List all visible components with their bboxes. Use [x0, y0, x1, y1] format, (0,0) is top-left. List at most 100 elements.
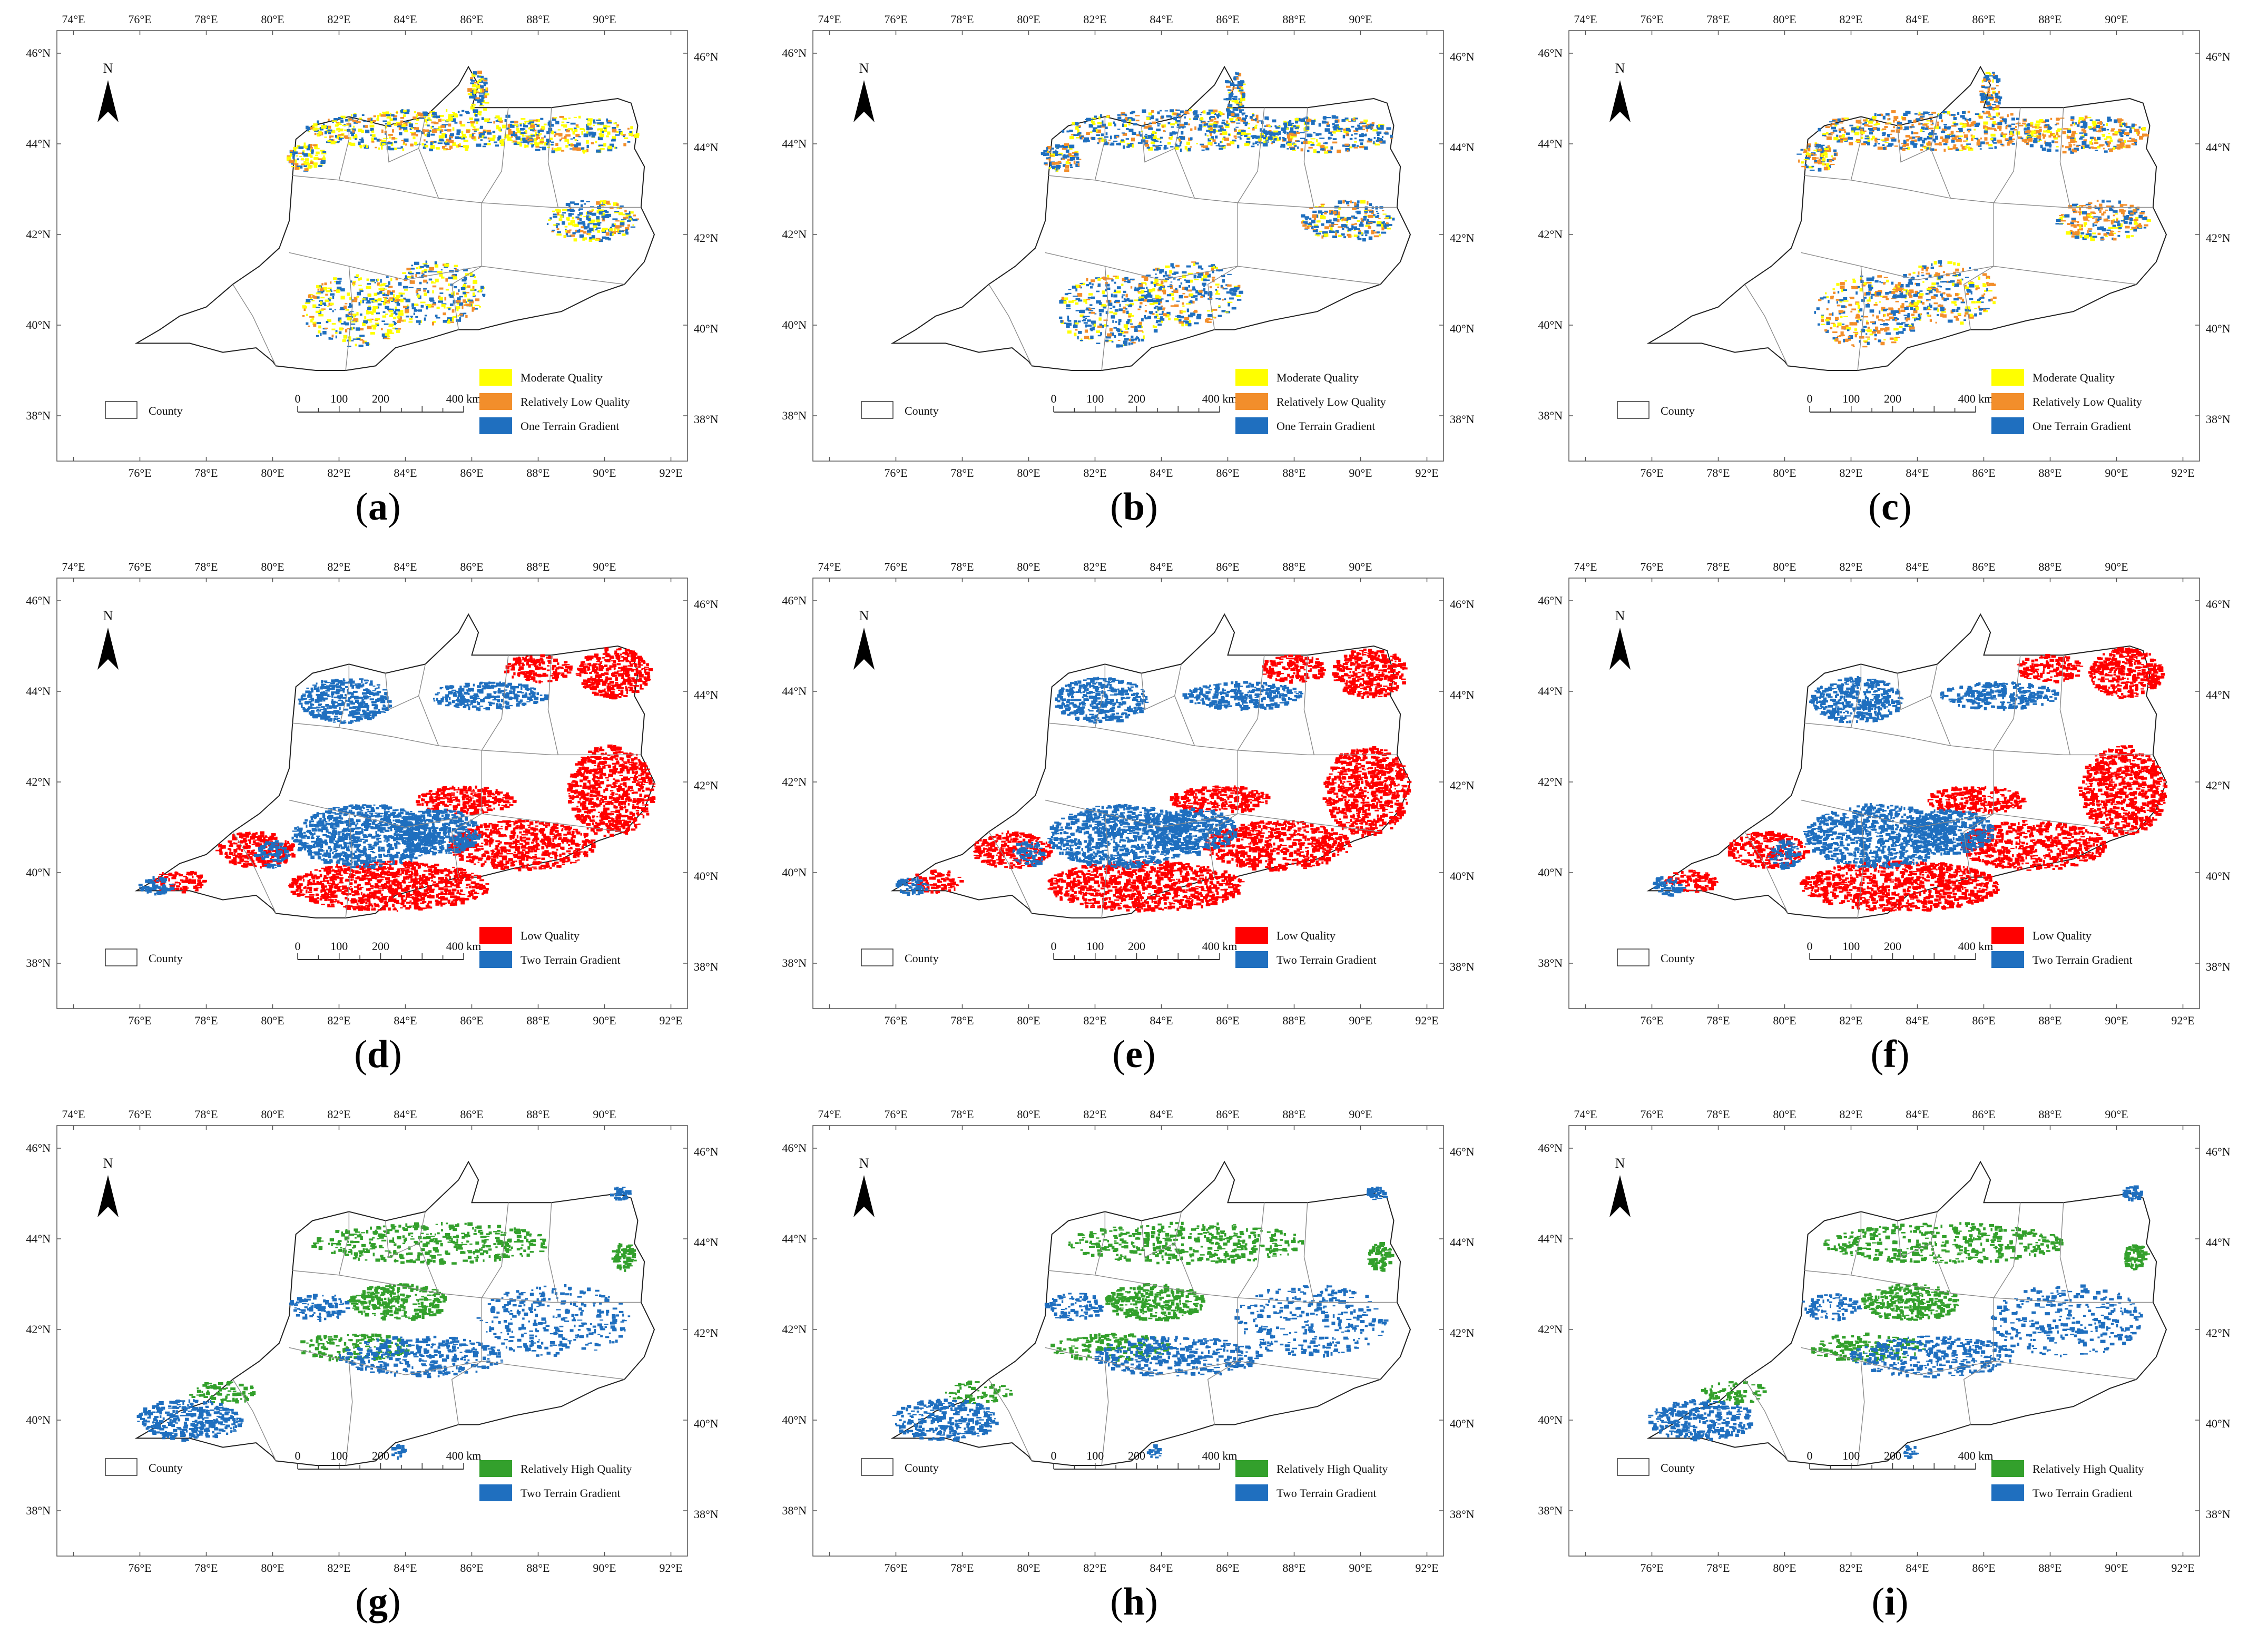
- legend-label: Moderate Quality: [521, 371, 603, 384]
- scale-tick: 400 km: [446, 392, 482, 405]
- lon-label-top: 78°E: [194, 1108, 218, 1121]
- lat-label-right: 38°N: [2206, 960, 2231, 973]
- lon-label-top: 82°E: [1083, 560, 1106, 573]
- legend-swatch: [479, 369, 512, 386]
- lon-label-top: 74°E: [1574, 13, 1597, 26]
- scale-tick: 0: [295, 1449, 301, 1462]
- legend-label: Relatively High Quality: [1277, 1462, 1388, 1475]
- lon-label-top: 80°E: [261, 560, 284, 573]
- lon-label-top: 76°E: [128, 560, 151, 573]
- lon-label-top: 84°E: [1150, 13, 1173, 26]
- distribution-pixels: [1652, 647, 2168, 912]
- distribution-pixels: [138, 647, 656, 912]
- county-legend-label: County: [1661, 952, 1695, 965]
- scale-tick: 400 km: [1958, 392, 1994, 405]
- county-boundary: [547, 655, 558, 755]
- lat-label-left: 44°N: [26, 684, 51, 698]
- scale-tick: 400 km: [446, 940, 482, 953]
- lon-label-top: 86°E: [460, 560, 483, 573]
- lon-label-bottom: 76°E: [1640, 1014, 1663, 1027]
- lat-label-left: 40°N: [782, 866, 807, 879]
- county-boundary: [1804, 175, 1994, 203]
- legend-label: Two Terrain Gradient: [2033, 1486, 2133, 1500]
- lat-label-right: 42°N: [1450, 779, 1475, 792]
- county-swatch: [861, 1458, 894, 1476]
- county-boundary: [1897, 673, 1931, 710]
- county-boundary: [1897, 1220, 1931, 1258]
- map-svg: 74°E 76°E 76°E 78°E 78°E 80°E 80°E 82°E 82°E 84°E…: [1538, 1108, 2231, 1574]
- study-area-outline: [1646, 1160, 2167, 1466]
- scale-tick: 0: [1807, 940, 1813, 953]
- lat-label-left: 42°N: [782, 228, 807, 241]
- lat-label-right: 38°N: [694, 960, 719, 973]
- lon-label-bottom: 82°E: [1083, 1014, 1106, 1027]
- lon-label-top: 90°E: [593, 1108, 616, 1121]
- lon-label-top: 88°E: [1282, 1108, 1305, 1121]
- scale-tick: 100: [1086, 940, 1104, 953]
- legend-label: Two Terrain Gradient: [2033, 953, 2133, 966]
- lon-label-bottom: 82°E: [327, 466, 350, 480]
- legend-label: One Terrain Gradient: [2033, 419, 2131, 433]
- county-swatch: [1617, 401, 1650, 419]
- lon-label-bottom: 76°E: [884, 1014, 907, 1027]
- map-frame: [56, 1125, 688, 1557]
- lat-label-left: 46°N: [1538, 46, 1563, 60]
- lon-label-bottom: 92°E: [2171, 1014, 2194, 1027]
- county-boundary: [1237, 1202, 1265, 1298]
- legend-label: Two Terrain Gradient: [1277, 1486, 1377, 1500]
- panel-letter: e: [1125, 1033, 1143, 1076]
- lon-label-top: 76°E: [884, 1108, 907, 1121]
- scale-tick: 400 km: [1958, 1449, 1994, 1462]
- lon-label-bottom: 88°E: [526, 466, 549, 480]
- county-boundary: [988, 832, 1033, 914]
- lon-label-bottom: 80°E: [1773, 1014, 1796, 1027]
- county-boundary: [338, 1211, 350, 1275]
- lon-label-bottom: 86°E: [460, 1561, 483, 1574]
- legend-swatch: [1991, 1460, 2024, 1477]
- county-boundary: [1804, 1270, 1994, 1298]
- legend-swatch: [479, 1484, 512, 1501]
- lat-label-left: 42°N: [782, 775, 807, 788]
- scale-tick: 0: [295, 392, 301, 405]
- panel-letter: i: [1884, 1580, 1896, 1624]
- lat-label-left: 46°N: [782, 46, 807, 60]
- lat-label-left: 40°N: [1538, 866, 1563, 879]
- county-boundary: [481, 1202, 509, 1298]
- legend-label: Relatively Low Quality: [1277, 395, 1386, 408]
- county-boundary: [1857, 1361, 1865, 1466]
- lon-label-bottom: 90°E: [1349, 1014, 1372, 1027]
- lon-label-top: 86°E: [1972, 1108, 1995, 1121]
- lon-label-top: 82°E: [327, 560, 350, 573]
- lon-label-top: 78°E: [1706, 13, 1730, 26]
- lat-label-left: 42°N: [26, 775, 51, 788]
- lon-label-top: 76°E: [128, 1108, 151, 1121]
- lon-label-top: 86°E: [1216, 1108, 1239, 1121]
- county-legend-label: County: [1661, 1461, 1695, 1474]
- lat-label-right: 44°N: [2206, 1236, 2231, 1249]
- lat-label-right: 40°N: [2206, 322, 2231, 335]
- county-boundary: [1238, 202, 1397, 208]
- lon-label-top: 88°E: [526, 1108, 549, 1121]
- county-boundary: [1963, 1297, 1995, 1425]
- lon-label-top: 82°E: [327, 1108, 350, 1121]
- legend-swatch: [1991, 369, 2024, 386]
- lon-label-top: 86°E: [1972, 560, 1995, 573]
- lat-label-left: 38°N: [26, 409, 51, 422]
- lon-label-bottom: 84°E: [394, 1561, 417, 1574]
- lon-label-top: 88°E: [2038, 560, 2061, 573]
- lat-label-left: 42°N: [26, 1323, 51, 1336]
- scale-tick: 100: [330, 940, 348, 953]
- lon-label-top: 88°E: [1282, 560, 1305, 573]
- north-arrow-icon: [853, 1175, 875, 1217]
- lat-label-left: 40°N: [26, 318, 51, 331]
- county-boundary: [1744, 1379, 1789, 1461]
- distribution-pixels: [286, 71, 640, 347]
- distribution-pixels: [1040, 72, 1395, 348]
- county-boundary: [1993, 655, 2021, 751]
- lat-label-left: 44°N: [26, 1232, 51, 1245]
- north-label: N: [103, 608, 113, 623]
- lat-label-right: 38°N: [1450, 1508, 1475, 1521]
- lat-label-right: 40°N: [694, 869, 719, 883]
- county-boundary: [232, 1379, 277, 1461]
- lat-label-right: 42°N: [2206, 1326, 2231, 1339]
